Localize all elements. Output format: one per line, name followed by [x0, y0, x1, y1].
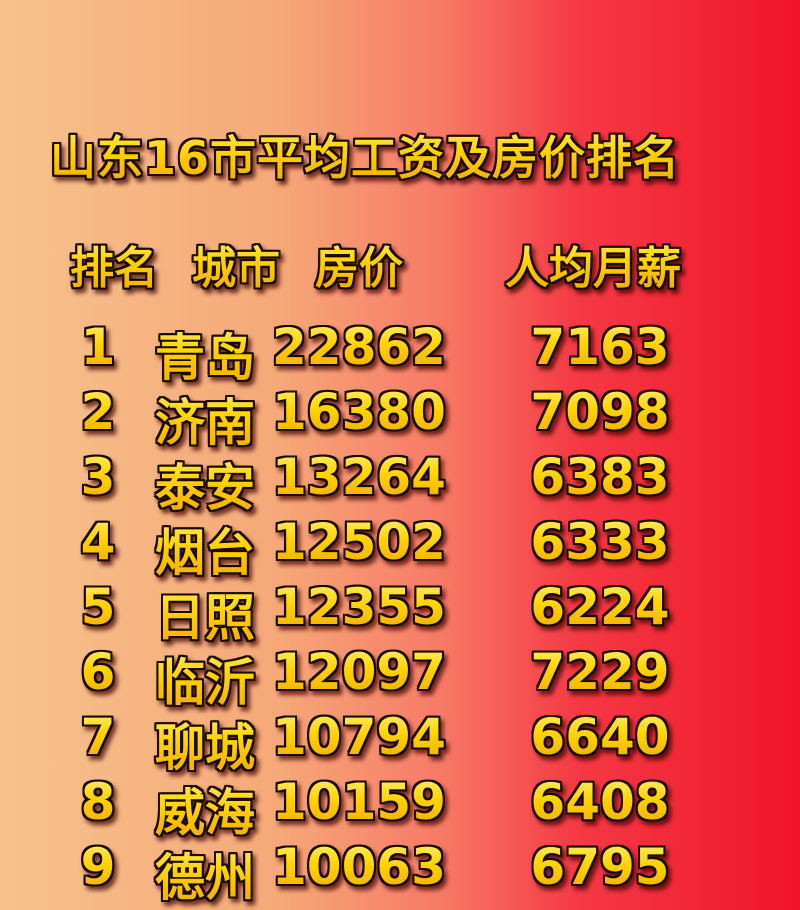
- cell-city: 日照: [155, 578, 255, 650]
- cell-price: 10063: [272, 838, 446, 896]
- cell-salary: 7229: [520, 643, 680, 701]
- page-title: 山东16市平均工资及房价排名: [50, 122, 680, 188]
- cell-salary: 6408: [520, 773, 680, 831]
- table-row: 2 济南 16380 7098: [0, 383, 800, 452]
- cell-salary: 6333: [520, 513, 680, 571]
- header-salary: 人均月薪: [505, 232, 681, 296]
- cell-city: 烟台: [155, 513, 255, 585]
- cell-rank: 5: [78, 578, 118, 636]
- cell-rank: 9: [78, 838, 118, 896]
- cell-rank: 6: [78, 643, 118, 701]
- cell-rank: 4: [78, 513, 118, 571]
- cell-city: 聊城: [155, 708, 255, 780]
- cell-city: 青岛: [155, 318, 255, 390]
- cell-price: 22862: [272, 318, 446, 376]
- cell-price: 13264: [272, 448, 446, 506]
- header-price: 房价: [315, 232, 403, 296]
- table-row: 4 烟台 12502 6333: [0, 513, 800, 582]
- cell-city: 德州: [155, 838, 255, 910]
- table-row: 3 泰安 13264 6383: [0, 448, 800, 517]
- cell-city: 济南: [155, 383, 255, 455]
- cell-salary: 6795: [520, 838, 680, 896]
- cell-price: 12502: [272, 513, 446, 571]
- cell-city: 临沂: [155, 643, 255, 715]
- cell-salary: 7098: [520, 383, 680, 441]
- cell-rank: 1: [78, 318, 118, 376]
- cell-price: 10159: [272, 773, 446, 831]
- cell-rank: 8: [78, 773, 118, 831]
- table-row: 8 威海 10159 6408: [0, 773, 800, 842]
- cell-price: 12355: [272, 578, 446, 636]
- cell-price: 12097: [272, 643, 446, 701]
- cell-salary: 6224: [520, 578, 680, 636]
- cell-price: 16380: [272, 383, 446, 441]
- header-rank: 排名: [70, 232, 158, 296]
- cell-rank: 7: [78, 708, 118, 766]
- cell-rank: 3: [78, 448, 118, 506]
- cell-salary: 6383: [520, 448, 680, 506]
- table-row: 6 临沂 12097 7229: [0, 643, 800, 712]
- cell-salary: 6640: [520, 708, 680, 766]
- table-row: 7 聊城 10794 6640: [0, 708, 800, 777]
- table-row: 1 青岛 22862 7163: [0, 318, 800, 387]
- table-row: 5 日照 12355 6224: [0, 578, 800, 647]
- table-row: 9 德州 10063 6795: [0, 838, 800, 907]
- cell-city: 威海: [155, 773, 255, 845]
- cell-city: 泰安: [155, 448, 255, 520]
- cell-rank: 2: [78, 383, 118, 441]
- cell-salary: 7163: [520, 318, 680, 376]
- cell-price: 10794: [272, 708, 446, 766]
- header-city: 城市: [192, 232, 280, 296]
